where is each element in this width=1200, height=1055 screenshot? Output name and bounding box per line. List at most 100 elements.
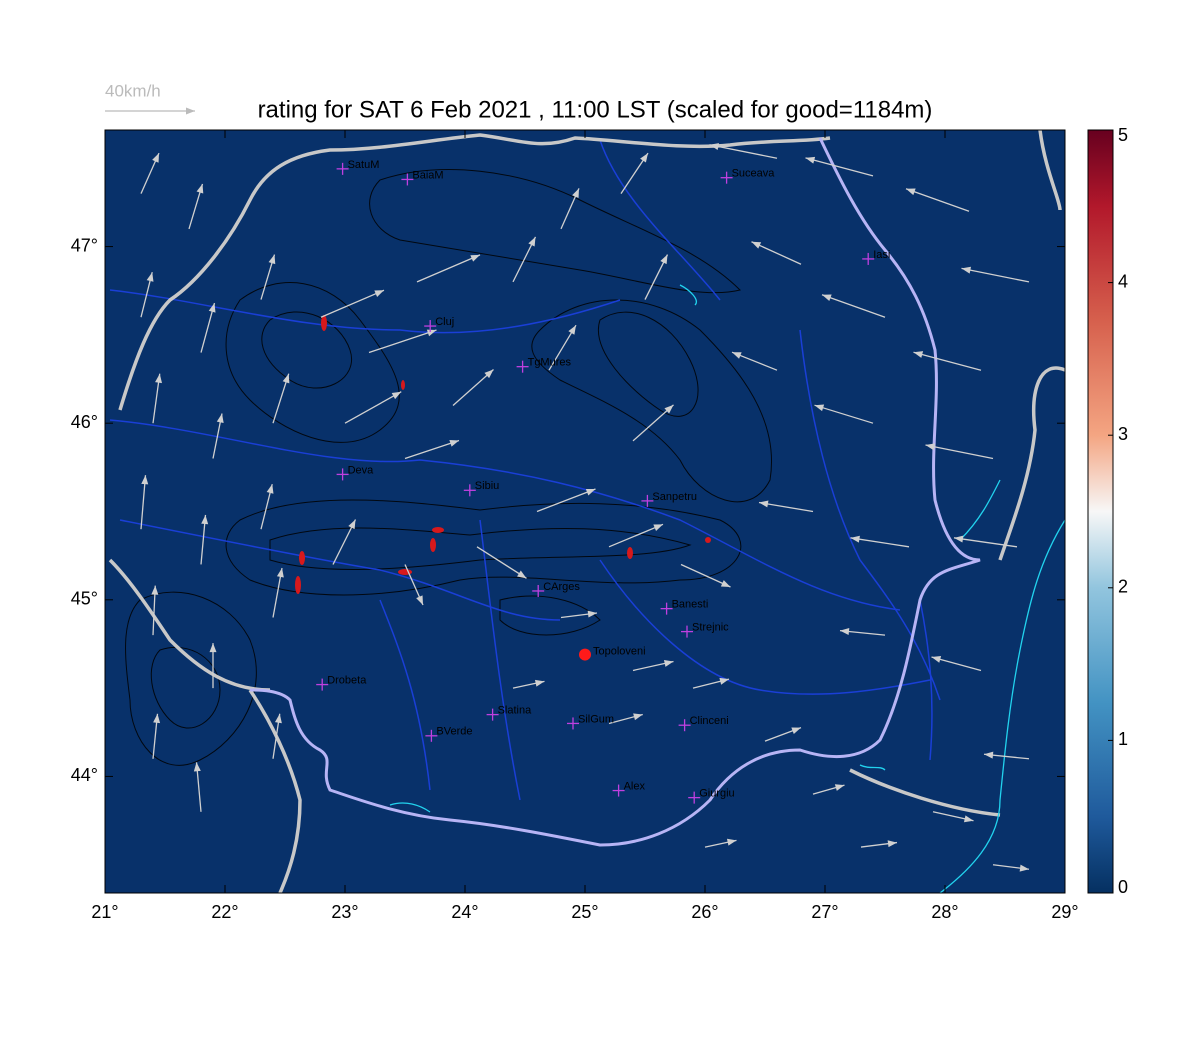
wind-arrow <box>860 840 898 848</box>
wind-arrow <box>536 488 596 513</box>
wind-arrow-head <box>196 183 204 194</box>
wind-arrow <box>704 838 737 848</box>
wind-arrow-head <box>1019 864 1029 872</box>
wind-arrow-head <box>587 610 597 618</box>
wind-arrow-head <box>660 254 668 265</box>
wind-arrow-head <box>534 679 545 687</box>
wind-arrow-head <box>954 535 964 543</box>
wind-arrow <box>758 500 814 513</box>
wind-arrow-head <box>906 188 916 196</box>
city-label: Iasi <box>873 249 890 261</box>
wind-arrow-head <box>282 373 290 384</box>
city-marker <box>316 678 329 691</box>
city-label: BaiaM <box>412 169 443 181</box>
wind-arrow-shaft <box>368 329 437 354</box>
wind-arrow <box>140 475 149 530</box>
wind-arrow-head <box>155 373 163 384</box>
wind-arrow <box>850 535 910 548</box>
city-marker <box>720 171 733 184</box>
wind-arrow-head <box>274 713 282 724</box>
wind-arrow-head <box>834 784 845 791</box>
wind-arrow-shaft <box>452 369 494 407</box>
colorbar-tick-label: 1 <box>1118 729 1128 749</box>
wind-arrow <box>992 864 1030 872</box>
city-marker <box>486 708 499 721</box>
city-label: Deva <box>348 464 375 476</box>
wind-arrow-shaft <box>913 351 982 371</box>
wind-arrow <box>152 713 161 759</box>
wind-arrow <box>925 443 994 460</box>
x-tick-label: 29° <box>1051 902 1078 922</box>
city-label: Cluj <box>435 316 454 328</box>
wind-arrow-shaft <box>961 267 1030 283</box>
wind-arrow <box>320 289 385 318</box>
wind-arrow-shaft <box>821 294 886 318</box>
wind-arrow-head <box>209 643 217 653</box>
legend-arrow <box>105 107 195 115</box>
rivers <box>109 139 941 801</box>
wind-arrow <box>140 152 160 194</box>
wind-arrow <box>692 677 730 689</box>
wind-arrow <box>731 351 778 371</box>
map-layers: SatuM BaiaM Suceava Iasi Cluj TgMures Deva Sibi… <box>108 130 1065 893</box>
y-tick-label: 44° <box>71 765 98 785</box>
wind-arrow-head <box>572 188 579 199</box>
wind-arrow <box>452 369 494 407</box>
wind-arrow <box>805 156 874 177</box>
wind-arrow <box>476 546 527 579</box>
wind-arrow-shaft <box>344 391 402 424</box>
city-label: TgMures <box>528 357 572 369</box>
city-label: Suceava <box>732 168 776 180</box>
wind-arrow-head <box>640 153 648 163</box>
wind-arrow-shaft <box>608 523 664 548</box>
city-marker <box>532 584 545 597</box>
city-marker <box>678 719 691 732</box>
terrain-contours <box>125 169 772 766</box>
wind-arrow-shaft <box>751 241 802 265</box>
wind-arrow-head <box>268 254 276 265</box>
wind-arrow <box>961 266 1030 283</box>
colorbar-tick-label: 3 <box>1118 424 1128 444</box>
wind-arrow <box>644 254 669 300</box>
city-marker <box>463 484 476 497</box>
wind-arrow-head <box>653 524 663 532</box>
wind-arrow-head <box>141 475 149 485</box>
city-label: CArges <box>543 581 580 593</box>
wind-arrow-head <box>201 514 209 525</box>
wind-arrow-head <box>484 369 494 379</box>
city-layer: SatuM BaiaM Suceava Iasi Cluj TgMures Deva Sibi… <box>316 159 890 804</box>
city-marker <box>401 173 414 186</box>
wind-arrow-head <box>208 303 216 313</box>
colorbar-tick-label: 4 <box>1118 271 1128 291</box>
wind-arrow <box>416 254 481 283</box>
city-label: Sibiu <box>475 480 499 492</box>
wind-arrow-head <box>276 567 284 578</box>
wind-layer <box>140 143 1030 872</box>
wind-arrow-head <box>663 659 674 667</box>
legend-arrow-shape-head <box>186 107 195 115</box>
wind-arrow <box>512 679 545 689</box>
wind-arrow-head <box>925 443 936 451</box>
city-marker <box>425 729 438 742</box>
wind-arrow-shaft <box>905 188 970 212</box>
wind-arrow <box>260 484 274 530</box>
wind-arrow <box>821 294 886 318</box>
city-label: SatuM <box>348 159 380 171</box>
wind-arrow-head <box>585 488 596 496</box>
wind-arrow <box>209 643 217 689</box>
colorbar <box>1087 129 1114 894</box>
wind-arrow-head <box>720 580 731 587</box>
wind-arrow <box>272 713 282 759</box>
wind-arrow-head <box>759 500 769 508</box>
wind-arrow <box>212 413 224 459</box>
wind-arrow-head <box>963 815 974 823</box>
x-tick-label: 22° <box>211 902 238 922</box>
wind-arrow <box>608 523 664 548</box>
wind-arrow <box>913 351 982 371</box>
x-tick-label: 26° <box>691 902 718 922</box>
wind-arrow <box>548 324 577 371</box>
wind-arrow-head <box>961 266 972 274</box>
wind-arrow-head <box>416 595 423 605</box>
y-tick-label: 46° <box>71 412 98 432</box>
wind-arrow-shaft <box>925 444 994 460</box>
